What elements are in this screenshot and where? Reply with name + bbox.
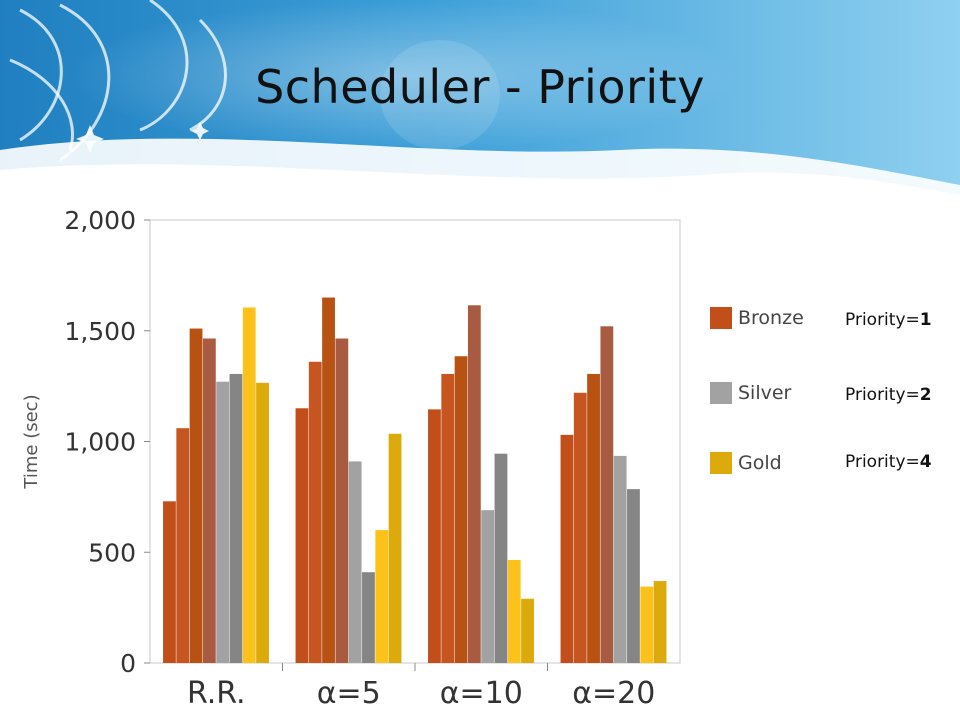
bar-bronze (189, 328, 203, 663)
bar-gold (375, 530, 389, 663)
y-tick-label: 1,000 (64, 428, 136, 457)
x-tick-label: α=10 (440, 676, 523, 711)
priority-prefix: Priority= (845, 310, 920, 330)
bar-silver (229, 373, 243, 663)
bar-chart: 0 500 1,000 1,500 2,000 Time (sec) R.R. α=5 α=10… (21, 206, 681, 711)
priority-annotation-gold: Priority=4 (845, 452, 932, 472)
bar-bronze (295, 408, 309, 663)
bar-bronze (322, 297, 335, 663)
y-tick-label: 500 (88, 538, 136, 567)
legend-label-silver: Silver (738, 382, 792, 404)
priority-annotation-silver: Priority=2 (845, 385, 932, 405)
bar-bronze (587, 373, 600, 663)
bar-silver (494, 453, 508, 663)
x-tick-label: α=5 (317, 676, 381, 711)
bar-gold (507, 560, 521, 663)
bar-silver (348, 461, 362, 663)
priority-prefix: Priority= (845, 385, 920, 405)
bar-bronze (335, 338, 349, 663)
bar-bronze (454, 356, 468, 663)
priority-value: 4 (919, 452, 932, 472)
bar-bronze (467, 305, 481, 663)
bar-silver (362, 572, 375, 663)
y-tick-label: 0 (120, 649, 136, 678)
priority-annotation-bronze: Priority=1 (845, 310, 932, 330)
header-banner (0, 0, 960, 215)
bar-bronze (202, 338, 216, 663)
bar-gold (242, 307, 256, 663)
bar-gold (640, 586, 654, 663)
bar-bronze (308, 361, 322, 663)
bar-silver (613, 455, 627, 663)
bar-gold (388, 433, 402, 663)
bar-gold (653, 581, 667, 663)
bar-silver (216, 381, 230, 663)
bar-bronze (573, 392, 587, 663)
legend-swatch-gold (710, 452, 732, 474)
bar-silver (627, 489, 640, 663)
bar-bronze (176, 428, 190, 663)
bar-gold (256, 382, 269, 663)
priority-value: 1 (919, 310, 932, 330)
y-tick-label: 2,000 (64, 206, 136, 235)
bar-bronze (560, 434, 574, 663)
bar-gold (521, 598, 534, 663)
legend-label-gold: Gold (738, 452, 782, 474)
bar-bronze (163, 501, 176, 663)
priority-value: 2 (919, 385, 932, 405)
legend-swatch-bronze (710, 307, 732, 329)
bar-silver (481, 510, 495, 663)
x-tick-label: R.R. (187, 676, 246, 711)
chart-panel: 0 500 1,000 1,500 2,000 Time (sec) R.R. α=5 α=10… (5, 200, 935, 720)
bar-bronze (441, 373, 455, 663)
x-tick-label: α=20 (572, 676, 655, 711)
y-tick-label: 1,500 (64, 317, 136, 346)
bar-bronze (428, 409, 441, 663)
y-axis-label: Time (sec) (21, 394, 42, 489)
bar-bronze (600, 326, 614, 663)
legend-swatch-silver (710, 382, 732, 404)
legend-label-bronze: Bronze (738, 307, 804, 329)
slide-title: Scheduler - Priority (255, 60, 705, 114)
priority-prefix: Priority= (845, 452, 920, 472)
